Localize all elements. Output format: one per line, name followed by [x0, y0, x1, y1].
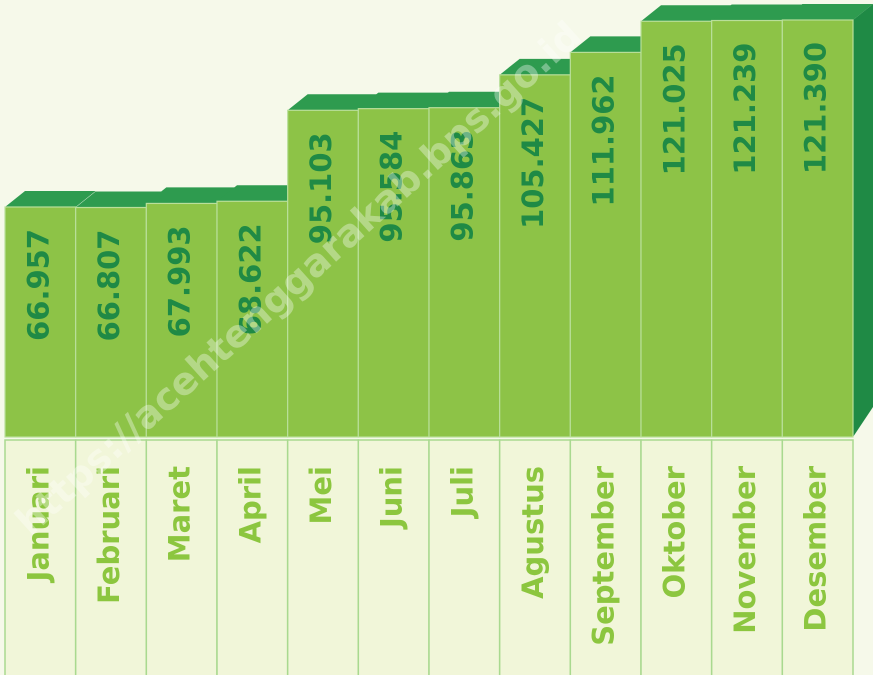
bar [569, 51, 642, 438]
category-cell [640, 439, 713, 675]
category-label: Juli [445, 466, 479, 519]
category-cell [4, 439, 77, 675]
bar [287, 109, 359, 438]
category-cell [710, 439, 784, 675]
bar-top [75, 191, 167, 208]
bar [499, 74, 571, 438]
category-label: April [233, 466, 267, 543]
bar [428, 107, 501, 438]
value-label: 66.807 [92, 230, 126, 342]
category-label: Februari [92, 466, 126, 604]
category-label: Maret [163, 466, 197, 562]
bar-top [570, 36, 661, 53]
category-cell [357, 439, 430, 675]
bar [216, 200, 289, 438]
bar-top [358, 92, 449, 109]
bar-side [853, 4, 873, 437]
category-label: September [587, 465, 621, 645]
bar-top [5, 190, 96, 207]
category-cell [145, 439, 218, 675]
bar-top [641, 5, 732, 22]
bar-top [711, 4, 803, 21]
category-label: Oktober [657, 465, 691, 598]
value-label: 67.993 [163, 225, 197, 337]
value-label: 66.957 [21, 229, 55, 341]
category-cell [216, 439, 289, 675]
category-label: Desember [799, 465, 833, 631]
category-label: November [728, 465, 762, 633]
category-label: Agustus [516, 466, 550, 599]
category-cell [286, 439, 360, 675]
category-label: Mei [304, 466, 338, 524]
category-cell [781, 439, 854, 675]
value-label: 95.863 [445, 130, 479, 242]
value-label: 105.427 [516, 97, 550, 229]
bar-top [782, 4, 873, 20]
value-label: 121.239 [728, 43, 762, 175]
bar-top [287, 94, 379, 111]
bar-top [217, 185, 308, 202]
category-cell [569, 439, 642, 675]
bar [781, 19, 854, 438]
bar-top [429, 91, 520, 108]
bar-top [499, 58, 591, 75]
bar-top [146, 187, 237, 204]
category-label: Januari [21, 466, 55, 583]
bar [711, 19, 783, 438]
bar [75, 206, 147, 438]
category-cell [74, 439, 148, 675]
value-label: 95.103 [304, 132, 338, 244]
value-label: 95.584 [375, 131, 409, 243]
category-cell [498, 439, 572, 675]
value-label: 121.390 [799, 42, 833, 174]
bar [357, 108, 430, 438]
value-label: 68.622 [233, 223, 267, 335]
bar [640, 20, 713, 438]
category-label: Juni [375, 466, 409, 530]
value-label: 111.962 [587, 74, 621, 206]
value-label: 121.025 [657, 43, 691, 175]
